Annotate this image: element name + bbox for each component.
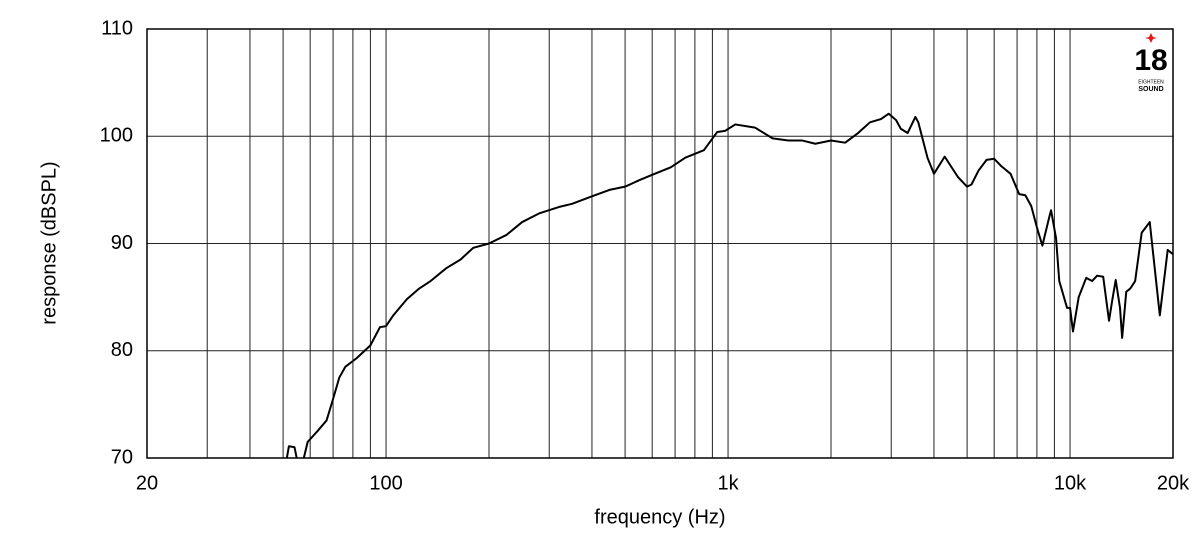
x-axis-label: frequency (Hz): [594, 506, 725, 528]
logo-bottom: SOUND: [1138, 86, 1163, 93]
x-tick-label: 100: [369, 472, 402, 494]
y-tick-label: 70: [111, 446, 133, 468]
x-tick-label: 1k: [717, 472, 739, 494]
x-tick-label: 20: [136, 472, 158, 494]
y-tick-label: 80: [111, 339, 133, 361]
response-line: [285, 112, 1173, 458]
logo: 18 EIGHTEEN SOUND: [1134, 33, 1168, 93]
plot-frame: [146, 28, 1174, 459]
y-axis-label: response (dBSPL): [38, 161, 60, 324]
x-tick-label: 20k: [1157, 472, 1190, 494]
x-tick-label: 10k: [1054, 472, 1087, 494]
logo-number: 18: [1134, 44, 1167, 77]
y-tick-label: 100: [100, 125, 133, 147]
y-tick-label: 110: [101, 17, 133, 39]
logo-top: EIGHTEEN: [1138, 79, 1164, 85]
logo-star: [1145, 33, 1157, 43]
y-tick-label: 90: [111, 232, 133, 254]
